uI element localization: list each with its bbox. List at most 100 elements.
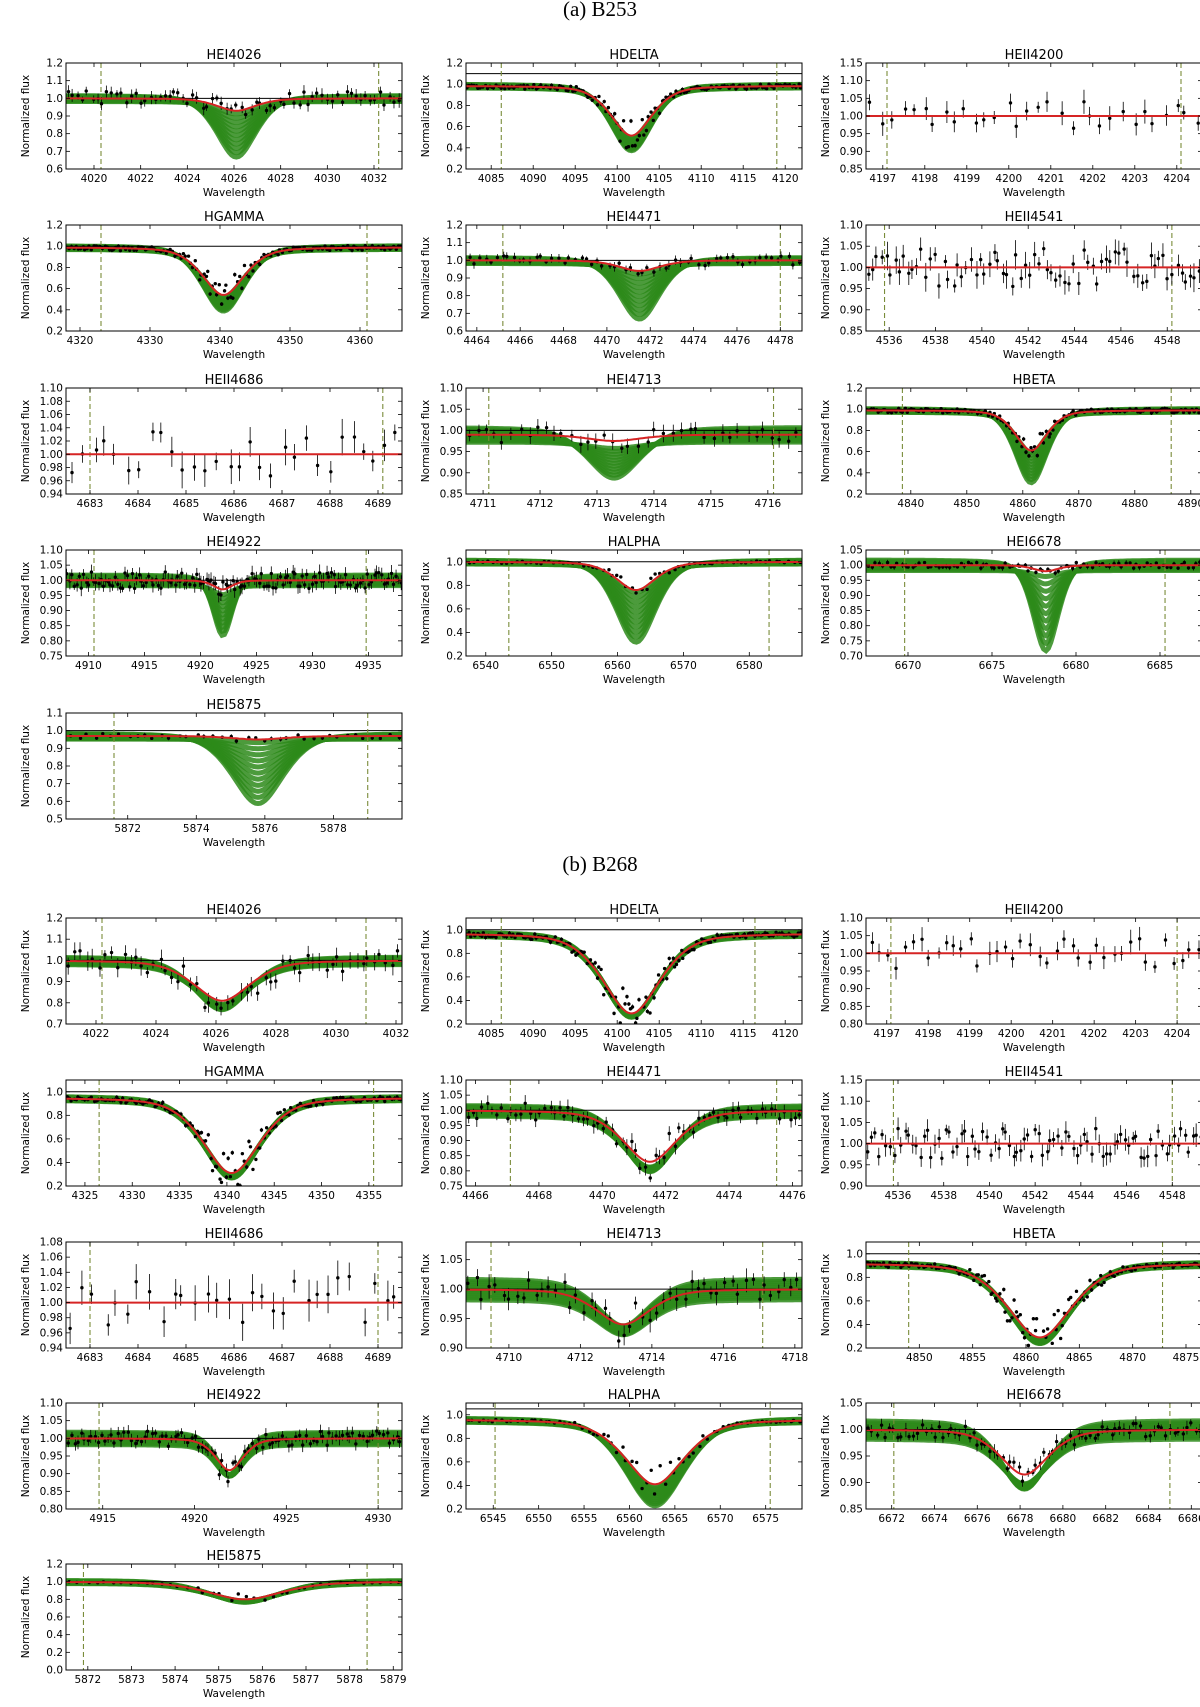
data-point: [1060, 1323, 1064, 1328]
chart-b9: 4850 4855 4860 4865 4870 48750.20.40.60.81.0H…: [820, 1227, 1200, 1378]
data-point: [1000, 566, 1005, 570]
data-point: [697, 262, 701, 267]
y-axis-label: Normalized flux: [820, 562, 832, 644]
y-tick-label: 0.8: [446, 100, 463, 112]
data-point: [1045, 961, 1049, 965]
data-point: [247, 275, 251, 279]
data-point: [248, 440, 252, 444]
data-point: [1110, 407, 1114, 411]
data-point: [162, 1319, 166, 1324]
data-point: [1154, 561, 1159, 565]
y-axis-label: Normalized flux: [20, 930, 32, 1012]
data-point: [243, 112, 248, 117]
data-point: [151, 583, 155, 587]
data-point: [748, 931, 752, 936]
data-point: [1140, 281, 1145, 285]
x-tick-label: 4350: [277, 335, 304, 347]
data-point: [89, 570, 94, 574]
data-point: [66, 89, 71, 94]
data-point: [346, 243, 350, 248]
x-tick-label: 4711: [470, 498, 497, 510]
data-point: [110, 584, 115, 588]
data-point: [1182, 110, 1186, 115]
data-point: [193, 259, 197, 263]
chart-title: HBETA: [1013, 373, 1056, 388]
data-point: [358, 581, 363, 585]
model-envelope: [466, 1276, 802, 1338]
chart-b4: 4325 4330 4335 4340 4345 4350 4355 0.2 0.4 0.6 0.8…: [20, 1065, 403, 1216]
model-curve: [866, 1262, 1200, 1344]
best-fit-line: [466, 433, 802, 442]
data-point: [1142, 1156, 1146, 1160]
plot-frame: [65, 224, 403, 332]
data-point: [123, 952, 128, 957]
x-tick-label: 4689: [365, 1352, 392, 1364]
y-tick-label: 0.5: [46, 814, 63, 826]
x-tick-label: 4028: [267, 173, 294, 185]
data-point: [257, 465, 262, 470]
y-tick-label: 1.00: [840, 262, 863, 274]
data-point: [924, 275, 928, 280]
data-point: [302, 737, 306, 741]
y-tick-label: 0.7: [46, 146, 63, 158]
data-point: [306, 953, 310, 958]
data-point: [792, 935, 796, 939]
data-point: [975, 964, 979, 968]
chart-title: HEI4713: [607, 373, 662, 388]
chart-title: HEII4686: [205, 373, 264, 388]
y-tick-label: 0.94: [40, 1343, 64, 1355]
data-point: [215, 1002, 219, 1006]
x-tick-label: 4110: [688, 1028, 715, 1040]
data-point: [1055, 949, 1060, 953]
data-point: [382, 443, 387, 448]
data-point: [715, 933, 719, 937]
x-tick-label: 4100: [604, 173, 631, 185]
data-point: [1108, 116, 1112, 120]
y-axis-label: Normalized flux: [20, 237, 32, 319]
x-tick-label: 4464: [463, 335, 490, 347]
data-point: [268, 474, 273, 478]
data-point: [974, 121, 979, 125]
data-point: [228, 1174, 233, 1179]
data-point: [150, 245, 154, 249]
y-axis-label: Normalized flux: [420, 75, 432, 157]
data-point: [269, 571, 274, 576]
data-point: [334, 955, 339, 959]
y-tick-label: 1.2: [46, 220, 63, 232]
y-tick-label: 1.0: [446, 79, 463, 91]
x-tick-label: 4468: [550, 335, 577, 347]
data-point: [1069, 1295, 1073, 1300]
data-point: [221, 580, 225, 584]
data-point: [633, 1021, 638, 1024]
data-point: [467, 1115, 471, 1120]
data-point: [495, 255, 500, 260]
y-tick-label: 0.4: [46, 1157, 63, 1169]
data-point: [185, 101, 189, 106]
data-point: [203, 1005, 207, 1010]
data-point: [115, 1095, 119, 1099]
data-point: [472, 262, 476, 266]
data-point: [1064, 1130, 1068, 1134]
x-tick-label: 4030: [314, 173, 341, 185]
data-point: [750, 931, 755, 935]
data-point: [259, 1128, 264, 1132]
data-point: [917, 561, 921, 565]
data-point: [1062, 937, 1066, 941]
data-point: [254, 1157, 258, 1162]
data-point: [869, 1135, 874, 1139]
data-point: [690, 1279, 694, 1284]
data-point: [238, 274, 242, 279]
data-point: [599, 967, 603, 972]
data-point: [128, 585, 132, 589]
data-point: [1058, 1336, 1063, 1341]
x-axis-label: Wavelength: [1003, 1042, 1065, 1054]
model-curve: [466, 930, 802, 1020]
y-tick-label: 1.06: [40, 409, 64, 421]
data-point: [1041, 1329, 1046, 1333]
data-point: [288, 580, 292, 585]
best-fit-line: [466, 259, 802, 272]
x-axis-label: Wavelength: [603, 674, 665, 686]
chart-title: HEII4200: [1005, 48, 1064, 63]
data-point: [662, 1155, 666, 1160]
data-point: [1003, 561, 1007, 565]
